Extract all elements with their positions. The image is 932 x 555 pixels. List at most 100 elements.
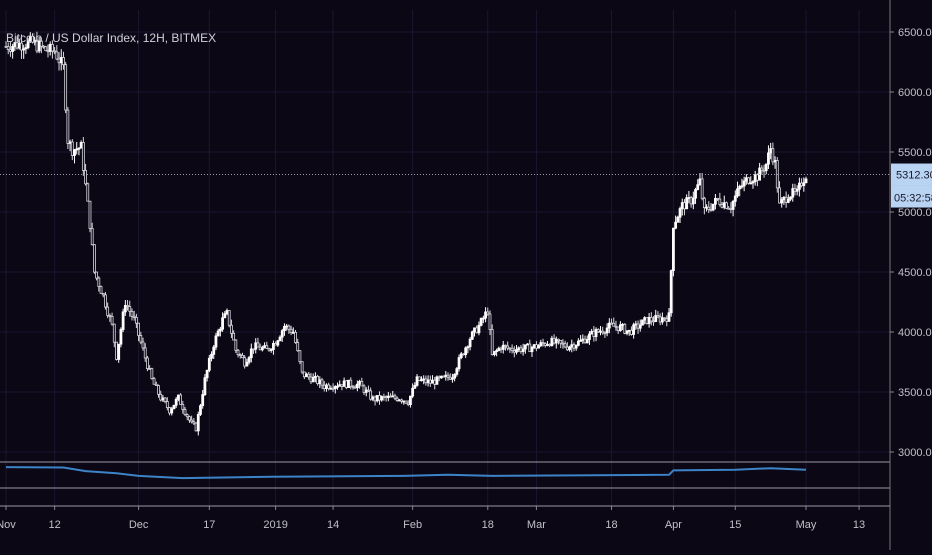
candle-body — [176, 394, 180, 400]
candle-body — [493, 351, 496, 355]
candle-body — [132, 315, 136, 318]
candle-body — [325, 384, 328, 389]
candle-body — [532, 344, 536, 348]
candle-body — [119, 329, 123, 345]
x-tick-label: 14 — [327, 519, 339, 531]
candle-body — [375, 395, 379, 402]
candle-body — [75, 148, 79, 151]
candle-body — [397, 399, 401, 402]
candle-body — [462, 353, 465, 356]
candle-body — [550, 337, 554, 347]
candle-body — [413, 384, 417, 389]
candle-body — [223, 313, 227, 319]
candle-body — [751, 181, 755, 184]
candle-body — [66, 109, 70, 144]
candle-body — [417, 376, 421, 381]
candle-body — [243, 357, 247, 367]
y-tick-label: 3000.00 — [898, 447, 932, 459]
candle-body — [353, 386, 357, 389]
candle-body — [674, 221, 678, 229]
candle-body — [86, 183, 90, 202]
candle-body — [676, 216, 680, 223]
candle-body — [190, 419, 194, 423]
candle-body — [373, 396, 377, 402]
candle-body — [636, 323, 640, 329]
candle-body — [62, 57, 65, 66]
candle-body — [683, 202, 686, 210]
candle-body — [287, 325, 291, 330]
candle-body — [420, 379, 423, 382]
candle-body — [504, 344, 507, 347]
candle-body — [764, 163, 768, 171]
candle-body — [672, 227, 675, 271]
candle-body — [448, 376, 452, 380]
candle-body — [437, 376, 441, 379]
candle-body — [152, 378, 156, 385]
candle-body — [362, 385, 366, 393]
candle-body — [393, 395, 397, 399]
candle-body — [254, 342, 258, 350]
candle-body — [718, 198, 722, 205]
candle-body — [789, 196, 792, 200]
candle-body — [210, 353, 213, 359]
candle-body — [475, 327, 479, 334]
x-tick-label: Nov — [0, 519, 16, 531]
candle-body — [740, 185, 744, 188]
candle-body — [163, 397, 167, 402]
candle-body — [510, 347, 514, 351]
candle-body — [744, 177, 748, 182]
candle-body — [367, 389, 370, 392]
candle-body — [238, 354, 242, 356]
candle-body — [358, 380, 362, 385]
candle-body — [154, 383, 158, 386]
candle-body — [221, 317, 224, 330]
candle-body — [583, 338, 587, 344]
candle-body — [736, 188, 739, 197]
candle-body — [349, 379, 353, 387]
candle-body — [576, 340, 580, 346]
candle-body — [110, 315, 114, 325]
candle-body — [535, 344, 538, 349]
candle-body — [4, 46, 8, 48]
candle-body — [515, 349, 518, 353]
candle-body — [680, 202, 684, 209]
candle-body — [654, 315, 658, 322]
candle-body — [479, 317, 483, 326]
candle-body — [453, 373, 457, 379]
candle-body — [263, 345, 266, 349]
candle-body — [778, 187, 781, 204]
candle-body — [512, 350, 516, 353]
candle-body — [267, 348, 271, 351]
candle-body — [117, 343, 121, 360]
candle-body — [39, 40, 43, 47]
candle-body — [501, 344, 505, 350]
candle-body — [625, 330, 629, 334]
candle-body — [477, 324, 481, 334]
candle-body — [780, 199, 784, 204]
candle-body — [623, 323, 627, 334]
candle-body — [652, 320, 655, 323]
candle-body — [404, 400, 408, 404]
candle-body — [300, 361, 304, 373]
candle-body — [691, 197, 695, 205]
candle-body — [336, 385, 339, 388]
candle-body — [11, 46, 15, 52]
candle-body — [203, 377, 207, 395]
candle-body — [143, 347, 147, 359]
candle-body — [716, 197, 720, 200]
candle-body — [554, 338, 558, 344]
candle-body — [294, 331, 297, 343]
candle-body — [400, 399, 403, 402]
candle-body — [541, 342, 545, 345]
candle-body — [247, 357, 251, 363]
candle-body — [59, 57, 63, 64]
candle-body — [590, 330, 594, 335]
x-tick-label: 17 — [203, 519, 215, 531]
candle-body — [588, 333, 591, 340]
candle-body — [141, 341, 145, 349]
candle-body — [557, 338, 560, 341]
candle-body — [283, 325, 286, 332]
candle-body — [230, 324, 233, 334]
